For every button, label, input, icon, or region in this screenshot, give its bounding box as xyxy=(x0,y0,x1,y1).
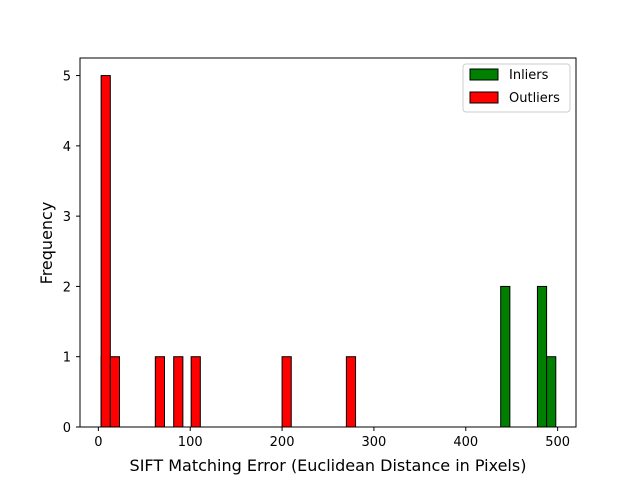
axes-group: 0 100 200 300 400 500 0 1 2 3 4 5 xyxy=(63,57,577,450)
inliers-bar xyxy=(546,356,557,428)
y-tick-label: 0 xyxy=(63,421,71,436)
y-tick-label: 5 xyxy=(63,70,71,85)
x-axis-label: SIFT Matching Error (Euclidean Distance … xyxy=(130,456,527,475)
x-tick-label: 300 xyxy=(362,435,387,450)
outliers-legend-swatch xyxy=(469,91,499,104)
x-tick-label: 400 xyxy=(453,435,478,450)
outliers-legend-label: Outliers xyxy=(509,91,560,106)
plot-frame xyxy=(79,57,577,428)
outliers-bar xyxy=(154,356,166,428)
x-tick-label: 200 xyxy=(270,435,295,450)
inliers-legend-swatch xyxy=(469,68,499,81)
inliers-bar xyxy=(536,285,548,428)
outliers-bar xyxy=(109,356,120,428)
y-tick-label: 4 xyxy=(63,140,71,155)
y-tick-label: 3 xyxy=(63,210,71,225)
x-tick-label: 500 xyxy=(545,435,570,450)
y-axis-label: Frequency xyxy=(37,202,56,285)
outliers-bar xyxy=(100,75,111,428)
outliers-bar xyxy=(173,356,184,428)
y-tick-label: 2 xyxy=(63,280,71,295)
x-tick-label: 0 xyxy=(94,435,102,450)
inliers-bar xyxy=(500,285,511,428)
inliers-legend-label: Inliers xyxy=(509,68,549,83)
legend: Inliers Outliers xyxy=(462,63,571,113)
outliers-bar xyxy=(190,356,201,428)
x-tick-label: 100 xyxy=(178,435,203,450)
y-tick-label: 1 xyxy=(63,351,71,366)
outliers-bar xyxy=(281,356,292,428)
outliers-bar xyxy=(345,356,357,428)
